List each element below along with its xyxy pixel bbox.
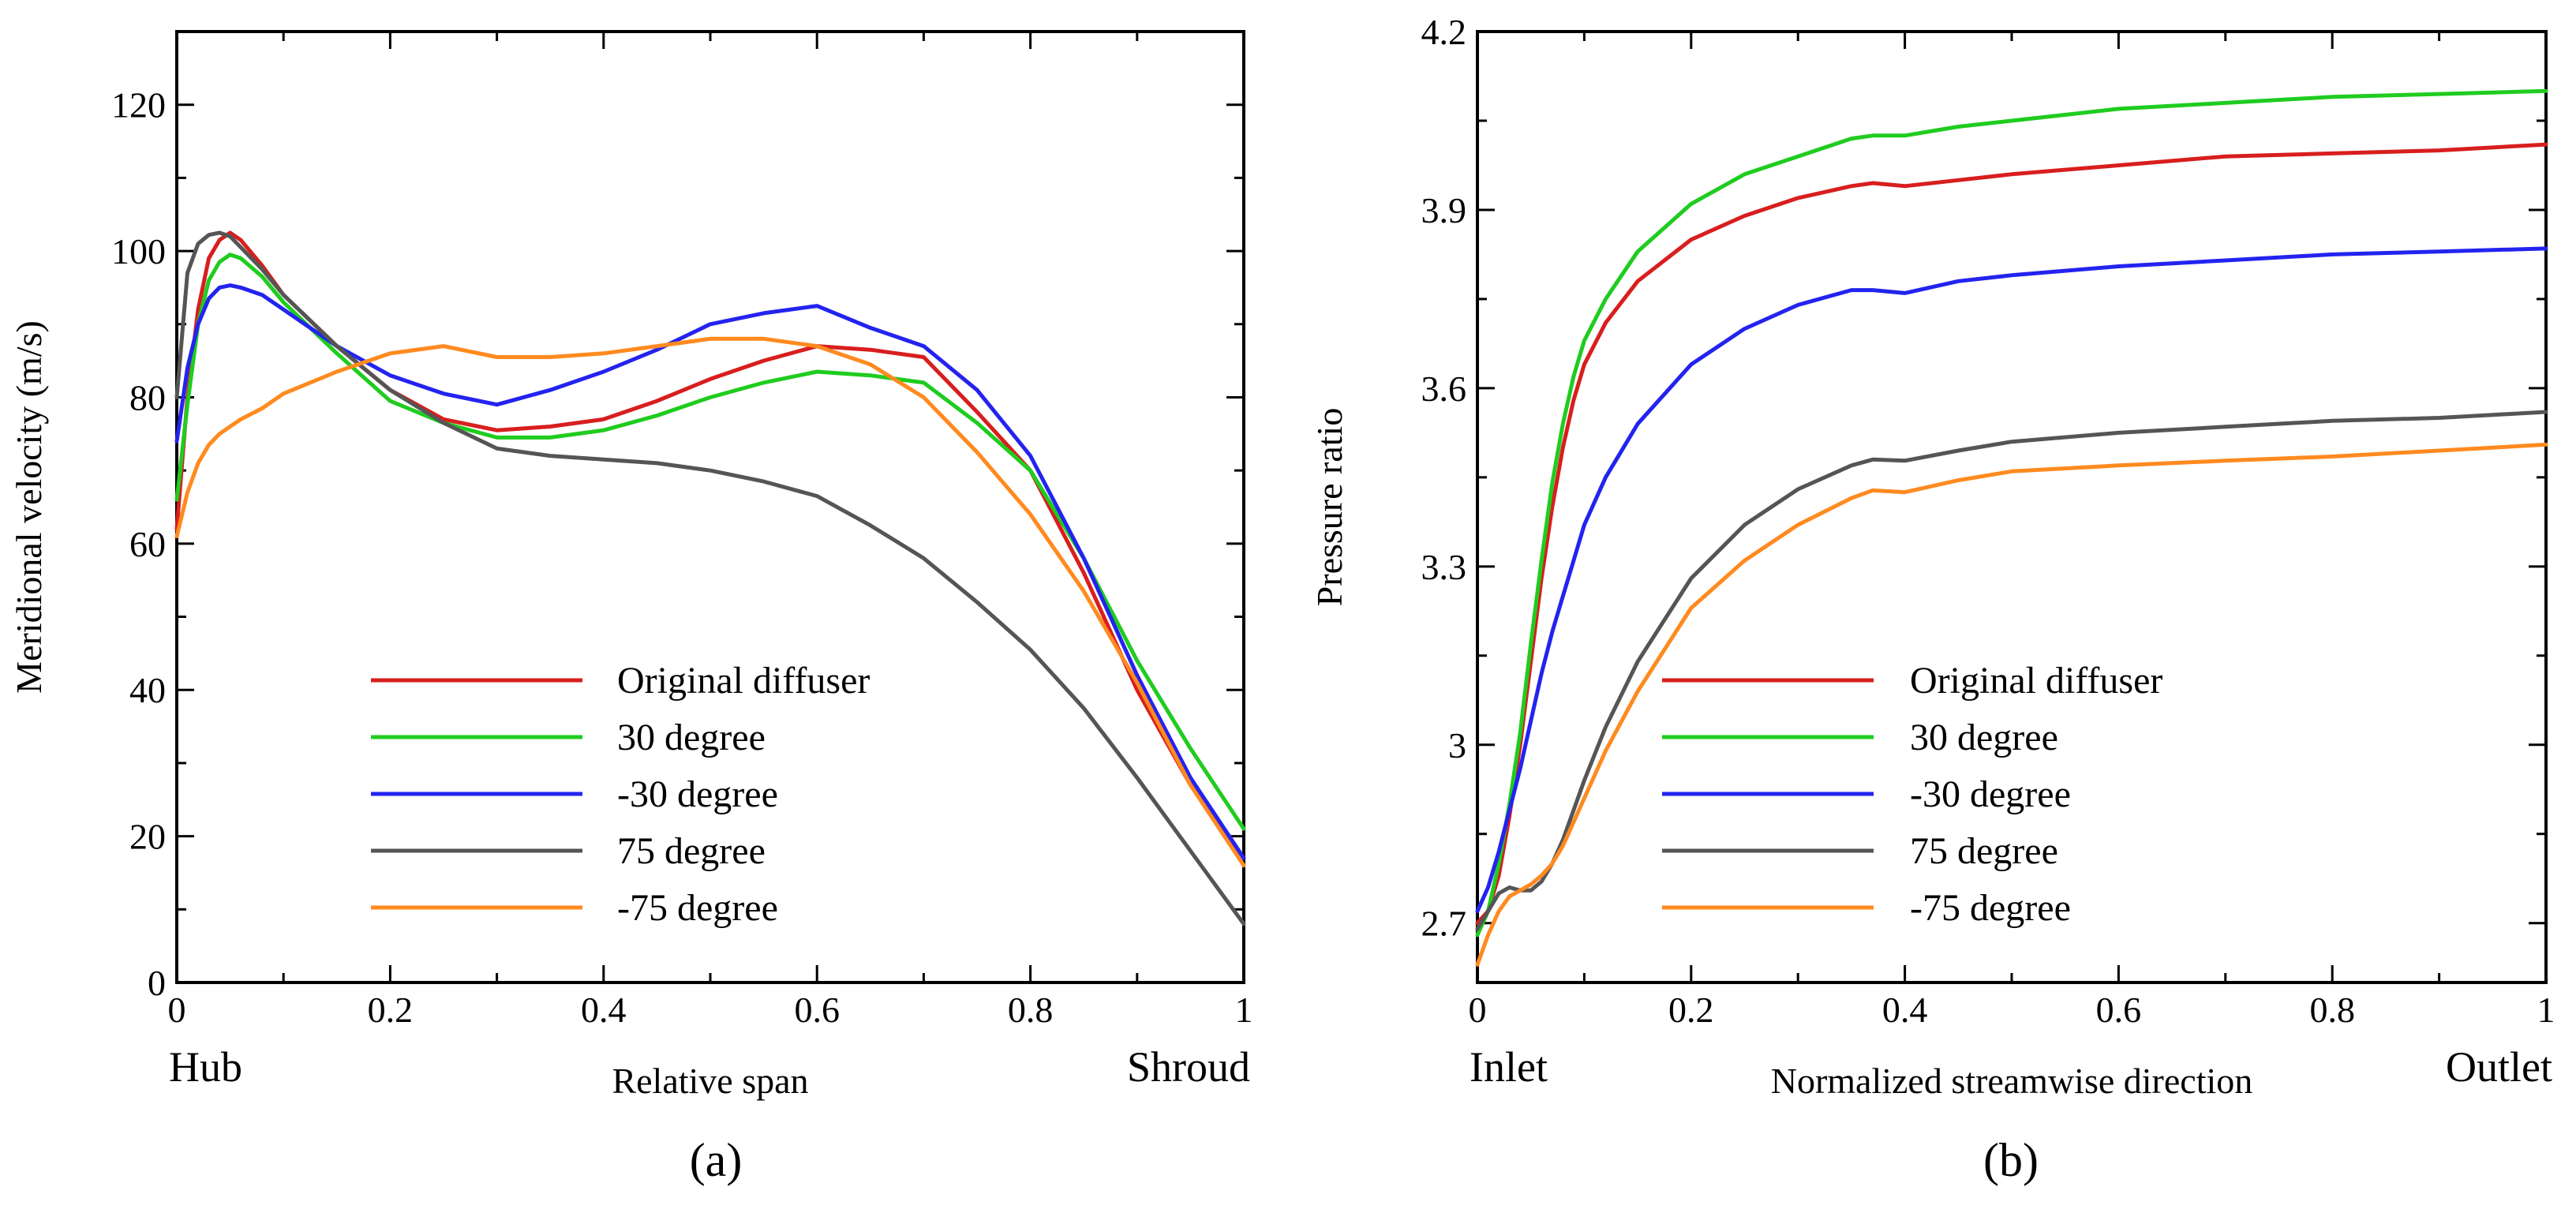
legend-label: 75 degree bbox=[617, 830, 766, 872]
series-line-75-degree bbox=[174, 230, 1246, 926]
x-start-label: Inlet bbox=[1470, 1043, 1548, 1091]
legend-label: 75 degree bbox=[1910, 830, 2058, 872]
x-tick-label: 0 bbox=[1469, 990, 1487, 1030]
y-axis-title: Meridional velocity (m/s) bbox=[9, 320, 49, 694]
x-end-label: Shroud bbox=[1127, 1043, 1250, 1091]
y-tick-label: 80 bbox=[129, 377, 166, 417]
y-tick-label: 60 bbox=[129, 524, 166, 564]
series-line-30-degree bbox=[1475, 246, 2548, 914]
legend-label: Original diffuser bbox=[1910, 660, 2162, 702]
x-tick-label: 1 bbox=[2537, 990, 2555, 1030]
x-tick-label: 0.8 bbox=[2309, 990, 2355, 1030]
x-tick-label: 0.4 bbox=[581, 990, 627, 1030]
x-tick-label: 0.4 bbox=[1882, 990, 1928, 1030]
y-tick-label: 3 bbox=[1448, 725, 1466, 765]
legend-label: 30 degree bbox=[617, 717, 766, 758]
series-line-original-diffuser bbox=[174, 230, 1246, 860]
x-axis-title: Relative span bbox=[612, 1061, 808, 1101]
series-line-30-degree bbox=[174, 283, 1246, 860]
panel-b: 0 0.2 0.4 0.6 0.8 1 2.7 3 3.3 3.6 3.9 4.2 Original d… bbox=[1309, 12, 2555, 1186]
x-tick-label: 0.8 bbox=[1008, 990, 1054, 1030]
x-tick-label: 0.2 bbox=[1668, 990, 1714, 1030]
y-tick-label: 4.2 bbox=[1421, 12, 1467, 52]
x-tick-label: 1 bbox=[1235, 990, 1253, 1030]
x-start-label: Hub bbox=[169, 1043, 242, 1091]
y-tick-label: 40 bbox=[129, 670, 166, 710]
panel-a: 0 0.2 0.4 0.6 0.8 1 0 20 40 60 80 100 120 Original di… bbox=[9, 30, 1253, 1186]
legend-label: -30 degree bbox=[1910, 773, 2071, 815]
x-tick-label: 0.6 bbox=[794, 990, 840, 1030]
y-axis-title: Pressure ratio bbox=[1309, 408, 1350, 607]
y-tick-label: 100 bbox=[111, 231, 166, 271]
y-tick-label: 20 bbox=[129, 817, 166, 857]
series-line-75-degree bbox=[174, 336, 1246, 868]
y-tick-label: 3.9 bbox=[1421, 190, 1467, 230]
series-line-30-degree bbox=[174, 253, 1246, 831]
legend-label: -75 degree bbox=[1910, 887, 2071, 929]
legend-label: Original diffuser bbox=[617, 660, 870, 702]
x-tick-label: 0.6 bbox=[2096, 990, 2142, 1030]
x-end-label: Outlet bbox=[2446, 1043, 2552, 1091]
y-tick-label: 0 bbox=[148, 963, 166, 1003]
y-tick-label: 3.6 bbox=[1421, 369, 1467, 409]
legend-label: 30 degree bbox=[1910, 717, 2058, 758]
series-line-75-degree bbox=[1475, 442, 2548, 967]
panel-caption: (a) bbox=[690, 1134, 743, 1186]
y-tick-label: 120 bbox=[111, 85, 166, 125]
legend-label: -75 degree bbox=[617, 887, 778, 929]
series-line-30-degree bbox=[1475, 88, 2548, 938]
legend-label: -30 degree bbox=[617, 773, 778, 815]
x-tick-label: 0 bbox=[168, 990, 186, 1030]
x-tick-label: 0.2 bbox=[368, 990, 414, 1030]
x-axis-title: Normalized streamwise direction bbox=[1771, 1061, 2253, 1101]
y-tick-label: 2.7 bbox=[1421, 904, 1467, 944]
y-tick-label: 3.3 bbox=[1421, 547, 1467, 587]
panel-caption: (b) bbox=[1983, 1134, 2039, 1186]
